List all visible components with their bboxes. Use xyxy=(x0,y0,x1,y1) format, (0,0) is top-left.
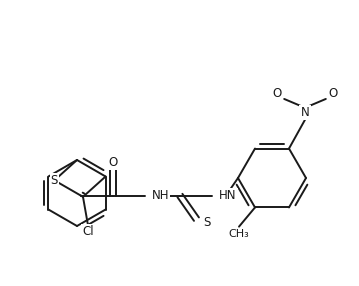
Text: NH: NH xyxy=(152,189,169,202)
Text: S: S xyxy=(51,174,58,187)
Text: HN: HN xyxy=(219,189,237,202)
Text: O: O xyxy=(272,88,282,100)
Text: O: O xyxy=(328,88,337,100)
Text: N: N xyxy=(300,106,309,119)
Text: CH₃: CH₃ xyxy=(229,229,250,239)
Text: S: S xyxy=(204,216,211,229)
Text: O: O xyxy=(108,156,117,169)
Text: Cl: Cl xyxy=(82,225,94,238)
